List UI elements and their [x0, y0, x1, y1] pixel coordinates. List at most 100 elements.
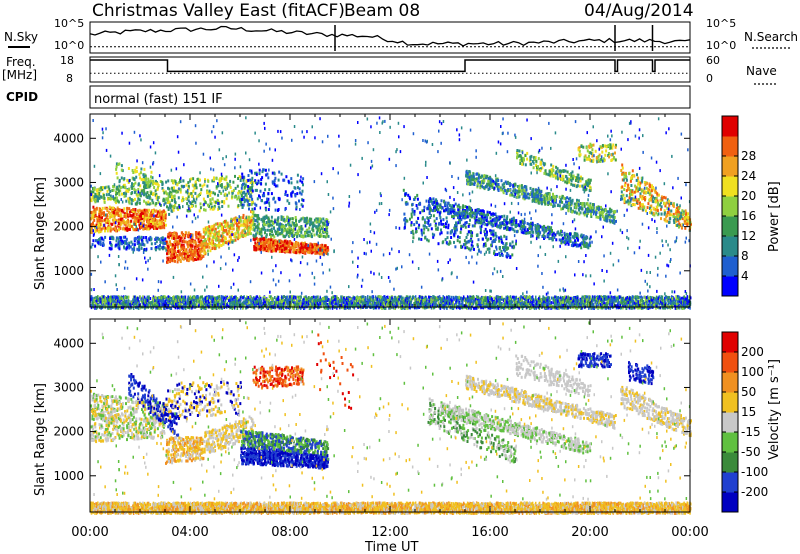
data-cell — [433, 197, 435, 200]
data-cell — [296, 206, 298, 209]
data-cell — [565, 175, 567, 178]
data-cell — [552, 165, 554, 168]
data-cell — [131, 182, 133, 185]
data-cell — [498, 237, 500, 240]
data-cell — [235, 187, 237, 190]
data-cell — [422, 209, 424, 212]
data-cell — [503, 215, 505, 218]
data-cell — [535, 189, 537, 192]
data-cell — [102, 186, 104, 189]
data-cell — [113, 189, 115, 192]
data-cell — [163, 191, 165, 194]
data-cell — [656, 206, 658, 209]
data-cell — [588, 210, 590, 213]
data-cell — [304, 220, 306, 223]
data-cell — [547, 226, 549, 229]
data-cell — [440, 229, 442, 232]
data-cell — [260, 218, 262, 221]
data-cell — [258, 217, 260, 220]
data-cell — [186, 251, 188, 254]
data-cell — [265, 208, 267, 211]
data-cell — [157, 245, 159, 248]
data-cell — [130, 220, 132, 223]
data-cell — [257, 197, 259, 200]
data-cell — [651, 184, 653, 187]
data-cell — [540, 169, 542, 172]
data-cell — [165, 224, 167, 227]
data-cell — [545, 173, 547, 176]
data-cell — [90, 217, 92, 220]
data-cell — [666, 202, 668, 205]
data-cell — [429, 200, 431, 203]
data-cell — [92, 214, 94, 217]
data-cell — [273, 227, 275, 230]
data-cell — [483, 174, 485, 177]
data-cell — [156, 183, 158, 186]
data-cell — [647, 202, 649, 205]
data-cell — [687, 216, 689, 219]
data-cell — [185, 231, 187, 234]
data-cell — [468, 176, 470, 179]
data-cell — [484, 230, 486, 233]
data-cell — [182, 247, 184, 250]
data-cell — [624, 197, 626, 200]
data-cell — [520, 220, 522, 223]
data-cell — [531, 195, 533, 198]
data-cell — [301, 181, 303, 184]
data-cell — [209, 246, 211, 249]
data-cell — [139, 209, 141, 212]
data-cell — [591, 155, 593, 158]
data-cell — [678, 222, 680, 225]
data-cell — [226, 176, 228, 179]
data-cell — [595, 150, 597, 153]
data-cell — [559, 238, 561, 241]
data-cell — [246, 219, 248, 222]
data-cell — [240, 201, 242, 204]
data-cell — [462, 225, 464, 228]
data-cell — [281, 249, 283, 252]
data-cell — [254, 242, 256, 245]
data-cell — [544, 194, 546, 197]
data-cell — [634, 203, 636, 206]
data-cell — [471, 244, 473, 247]
data-cell — [453, 215, 455, 218]
data-cell — [128, 242, 130, 245]
data-cell — [591, 148, 593, 151]
data-cell — [169, 240, 171, 243]
data-cell — [131, 199, 133, 202]
data-cell — [422, 217, 424, 220]
data-cell — [222, 242, 224, 245]
data-cell — [468, 247, 470, 250]
data-cell — [95, 195, 97, 198]
data-cell — [405, 203, 407, 206]
data-cell — [108, 226, 110, 229]
data-cell — [288, 202, 290, 205]
data-cell — [424, 237, 426, 240]
data-cell — [550, 203, 552, 206]
data-cell — [297, 174, 299, 177]
data-cell — [218, 233, 220, 236]
data-cell — [551, 172, 553, 175]
data-cell — [477, 211, 479, 214]
data-cell — [182, 179, 184, 182]
data-cell — [116, 172, 118, 175]
data-cell — [100, 186, 102, 189]
data-cell — [451, 215, 453, 218]
data-cell — [173, 186, 175, 189]
data-cell — [447, 202, 449, 205]
data-cell — [500, 222, 502, 225]
data-cell — [261, 199, 263, 202]
data-cell — [136, 170, 138, 173]
data-cell — [185, 197, 187, 200]
data-cell — [123, 227, 125, 230]
data-cell — [530, 225, 532, 228]
data-cell — [480, 212, 482, 215]
data-cell — [255, 233, 257, 236]
data-cell — [253, 234, 255, 237]
data-cell — [426, 216, 428, 219]
data-cell — [139, 198, 141, 201]
data-cell — [295, 244, 297, 247]
data-cell — [490, 231, 492, 234]
data-cell — [547, 234, 549, 237]
data-cell — [160, 213, 162, 216]
